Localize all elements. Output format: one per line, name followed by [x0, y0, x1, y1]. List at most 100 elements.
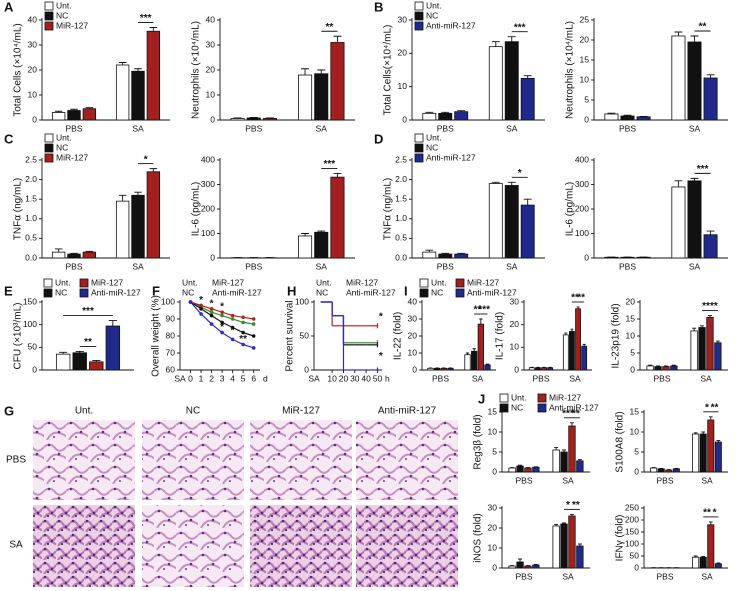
y-tick-label: 20: [488, 522, 498, 532]
bar: [520, 77, 535, 121]
legend-swatch: [44, 153, 54, 163]
panel-label: D: [374, 131, 383, 146]
x-tick-label: PBS: [619, 123, 636, 133]
x-start-label: SA: [174, 373, 186, 383]
legend-swatch: [44, 11, 54, 21]
bar: [690, 330, 698, 371]
y-tick-label: 30: [28, 39, 38, 49]
significance: *: [379, 351, 383, 362]
error-bar: [507, 36, 516, 42]
bar: [422, 251, 437, 259]
bar: [650, 467, 658, 473]
bar: [707, 524, 715, 569]
error-bar: [507, 181, 516, 186]
histology-image: [33, 420, 135, 500]
panel-label: B: [374, 0, 383, 14]
y-tick-label: 15: [488, 406, 498, 416]
bar: [422, 112, 437, 121]
y-tick-label: 15: [580, 54, 590, 64]
bar: [707, 419, 715, 473]
legend-label: Unt.: [316, 277, 332, 287]
panel-label: G: [4, 403, 14, 418]
point: [199, 312, 203, 316]
y-tick-label: 100: [201, 228, 215, 238]
error-bar: [479, 318, 483, 325]
bar: [569, 331, 575, 371]
y-axis-label: TNFα (ng/mL): [383, 178, 394, 240]
error-bar: [301, 68, 310, 75]
point: [199, 307, 203, 311]
y-tick-label: 20: [28, 64, 38, 74]
y-tick-label: 5: [584, 94, 589, 104]
x-tick-label: PBS: [245, 123, 262, 133]
legend-swatch: [419, 278, 429, 288]
y-axis-label: IFNγ (fold): [615, 515, 626, 562]
legend-label: NC: [426, 142, 438, 152]
point: [220, 310, 224, 315]
legend-label: Unt.: [511, 392, 527, 402]
error-bar: [716, 562, 721, 564]
legend-swatch: [414, 143, 424, 153]
error-bar: [554, 523, 559, 526]
y-tick-label: 200: [625, 514, 639, 524]
legend-label: NC: [511, 402, 523, 412]
significance: ***: [140, 13, 152, 24]
y-tick-label: 100: [295, 296, 309, 306]
x-tick-label: PBS: [437, 123, 454, 133]
histology-image: [356, 505, 458, 587]
y-tick-label: 20: [408, 330, 418, 340]
legend-label: NC: [182, 287, 194, 297]
bar: [706, 316, 714, 371]
bar: [620, 115, 635, 121]
error-bar: [582, 343, 586, 347]
error-bar: [118, 194, 127, 202]
x-tick-label: 10: [327, 373, 337, 383]
bar: [646, 365, 654, 371]
bar: [508, 467, 516, 473]
y-tick-label: 0.5: [395, 233, 407, 243]
bar: [699, 433, 707, 473]
point: [220, 330, 224, 335]
error-bar: [472, 348, 476, 352]
y-tick-label: 2.5: [395, 154, 407, 164]
bar: [246, 117, 261, 121]
error-bar: [706, 230, 715, 235]
error-bar: [700, 325, 704, 328]
legend-swatch: [79, 288, 89, 298]
y-tick-label: 10: [488, 542, 498, 552]
histology-image: [33, 505, 135, 587]
legend-label: Anti-miR-127: [426, 152, 476, 162]
significance: **: [703, 508, 711, 519]
point: [230, 325, 235, 330]
x-tick-label: 40: [361, 373, 371, 383]
y-axis-label: Total Cells(×10⁴/mL): [383, 25, 394, 116]
significance: **: [577, 293, 585, 304]
error-bar: [149, 168, 158, 172]
y-tick-label: 20: [206, 64, 216, 74]
bar: [671, 35, 686, 121]
significance: *: [220, 322, 224, 333]
error-bar: [441, 111, 450, 114]
bar: [314, 231, 329, 259]
y-tick-label: 15: [626, 313, 636, 323]
error-bar: [70, 108, 78, 111]
panel-label: I: [404, 283, 408, 298]
error-bar: [457, 252, 466, 255]
error-bar: [233, 117, 242, 119]
x-tick-label: SA: [562, 475, 574, 485]
point: [209, 313, 214, 318]
significance: *: [220, 302, 224, 313]
error-bar: [570, 422, 574, 426]
error-bar: [648, 364, 653, 366]
bar: [314, 73, 329, 121]
panel-label: H: [287, 283, 296, 298]
x-tick-label: SA: [689, 261, 701, 271]
legend-swatch: [414, 133, 424, 143]
error-bar: [562, 522, 566, 524]
significance: *: [231, 326, 235, 337]
bar: [440, 367, 447, 371]
error-bar: [701, 556, 706, 558]
bar: [488, 183, 503, 259]
significance: **: [710, 301, 718, 312]
point: [251, 317, 256, 321]
